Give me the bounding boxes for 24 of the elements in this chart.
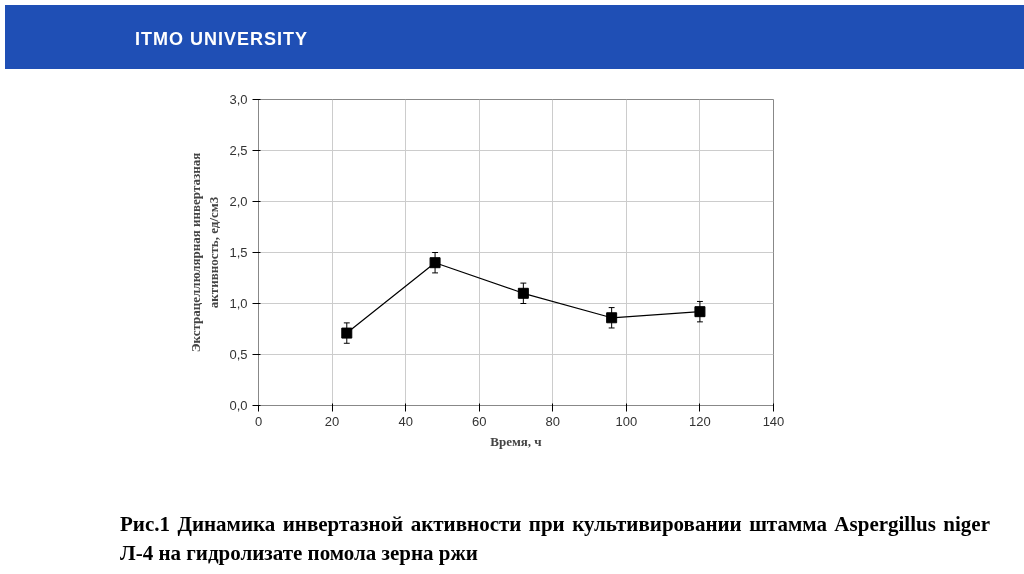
y-tick-label: 1,5 <box>229 245 248 260</box>
point <box>606 312 618 324</box>
point <box>429 257 441 269</box>
x-axis-title: Время, ч <box>490 433 542 449</box>
point <box>694 306 706 318</box>
x-tick-label: 80 <box>545 413 561 429</box>
x-tick-label: 100 <box>615 413 638 429</box>
y-tick-label: 2,5 <box>229 143 248 158</box>
y-tick-label: 3,0 <box>229 92 248 107</box>
y-tick-label: 2,0 <box>229 194 248 209</box>
y-tick-label: 0,0 <box>229 398 248 413</box>
y-tick-label: 1,0 <box>229 296 248 311</box>
x-tick-label: 60 <box>471 413 487 429</box>
point <box>341 327 353 339</box>
y-axis-title: Экстрацеллюлярная инвертазная активность, ед/см3 <box>188 152 222 353</box>
text: Рис.1 Динамика инвертазной активности при культивировании штамма Aspergillus niger Л-4 на гидролизате помола зерна ржи <box>120 511 990 568</box>
text: ITMO UNIVERSITY <box>135 28 309 51</box>
x-tick-label: 0 <box>254 413 263 429</box>
x-tick-label: 140 <box>762 413 785 429</box>
x-tick-label: 120 <box>689 413 711 429</box>
x-tick-label: 20 <box>324 413 340 429</box>
point <box>517 287 529 299</box>
x-tick-label: 40 <box>398 413 413 429</box>
y-tick-label: 0,5 <box>229 347 248 362</box>
